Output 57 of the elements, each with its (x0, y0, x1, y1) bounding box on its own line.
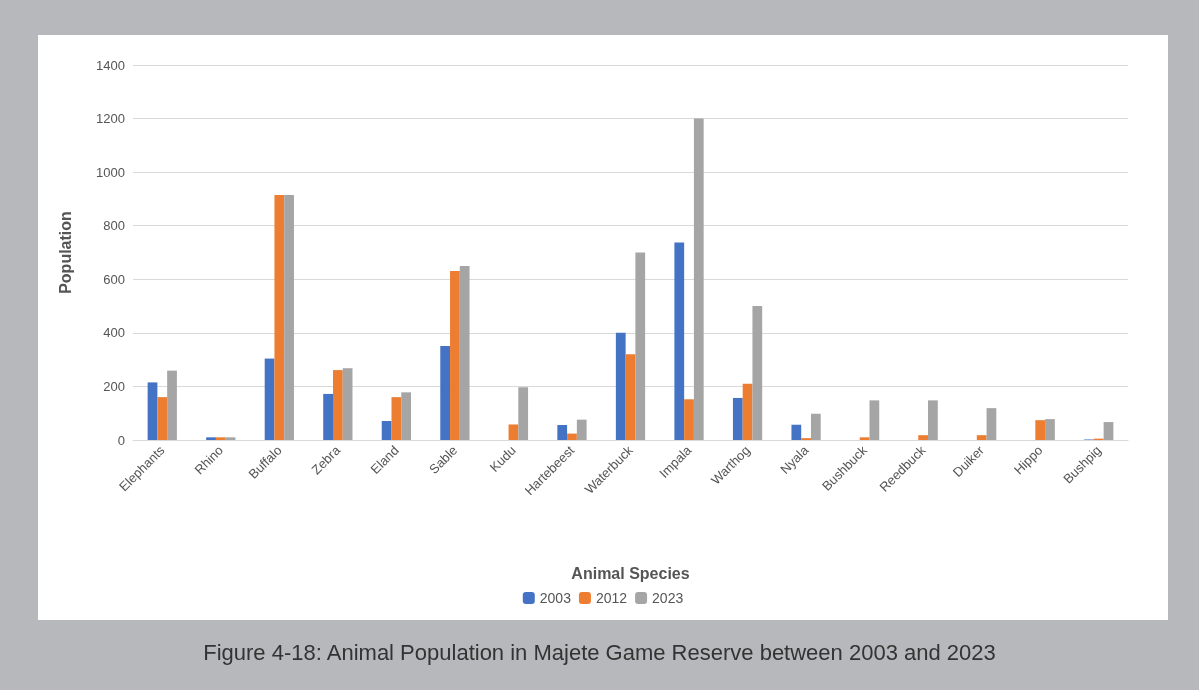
bar (928, 400, 938, 440)
bar (567, 433, 577, 440)
bar (869, 400, 880, 440)
y-tick-label: 400 (103, 325, 125, 341)
y-tick-label: 800 (103, 218, 125, 234)
bar (391, 397, 402, 440)
y-tick-label: 200 (103, 378, 125, 394)
bar (918, 435, 929, 440)
bar (215, 437, 226, 440)
legend-label: 2023 (652, 590, 684, 606)
bar (615, 332, 626, 440)
y-tick-label: 0 (117, 432, 125, 448)
bar (508, 424, 519, 440)
x-axis-title: Animal Species (571, 564, 690, 582)
bar (810, 413, 821, 440)
bar (450, 270, 460, 440)
bar (518, 387, 529, 440)
bar (440, 345, 451, 440)
bar (401, 392, 412, 440)
bar (274, 194, 285, 440)
legend-label: 2012 (595, 590, 628, 606)
bar (332, 370, 343, 440)
bar (635, 252, 646, 440)
bar (147, 382, 158, 440)
y-tick-label: 1000 (96, 164, 125, 180)
bar (625, 354, 636, 440)
y-axis-title: Population (56, 211, 74, 294)
y-tick-label: 600 (103, 271, 125, 287)
bar (284, 194, 294, 440)
bar (459, 265, 470, 440)
bar (264, 358, 275, 440)
bar (732, 397, 743, 440)
bar (1045, 419, 1055, 440)
bar (674, 242, 685, 440)
legend-label: 2003 (539, 590, 572, 606)
bar (342, 368, 353, 440)
bar (167, 370, 177, 440)
bar (693, 118, 704, 440)
bar (206, 437, 216, 440)
bar (976, 435, 987, 440)
bar (381, 420, 392, 440)
bar (225, 437, 236, 440)
bar (1103, 422, 1114, 440)
y-tick-label: 1400 (96, 57, 125, 73)
bar (323, 393, 333, 440)
y-tick-label: 1200 (96, 111, 125, 127)
bar (791, 424, 802, 440)
bar (859, 437, 870, 440)
bar (684, 399, 694, 440)
caption: Figure 4-18: Animal Population in Majete Game Reserve between 2003 and 2023 (202, 640, 997, 666)
bar (557, 425, 568, 440)
bar (157, 397, 168, 440)
bar (742, 383, 753, 440)
bar (752, 306, 763, 440)
bar (576, 419, 587, 440)
bar (986, 408, 997, 440)
bar (1035, 420, 1046, 440)
